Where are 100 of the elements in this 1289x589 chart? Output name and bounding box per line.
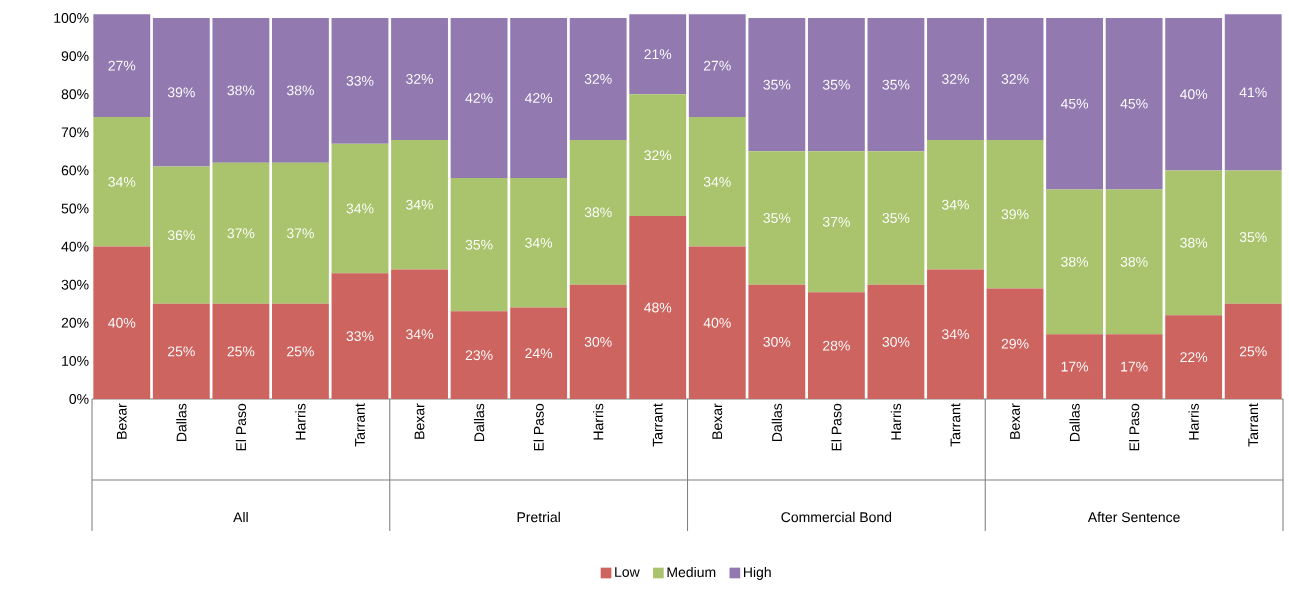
bar [272,303,329,399]
data-label: 45% [1060,98,1089,109]
text: Pretrial [517,511,560,523]
bar [807,292,865,399]
data-label: 40% [703,317,731,328]
data-label: 30% [882,336,910,347]
data-label: 32% [584,74,612,84]
bar [510,307,568,399]
bar [688,117,746,247]
data-label: 22% [1180,352,1208,363]
y-tick-label: 10% [62,355,89,366]
x-tick-label: Dallas [473,403,485,442]
bar [93,14,151,118]
bar [1105,334,1163,399]
data-label: 28% [823,340,850,351]
data-label: 40% [1179,89,1208,100]
data-label: 17% [1061,361,1089,372]
x-tick-label: Dallas [176,403,187,442]
bar [450,178,508,312]
bar [212,162,270,304]
data-label: 35% [763,213,791,223]
legend-label: Low [615,567,640,577]
bar [391,17,448,140]
bar [1224,14,1282,171]
x-tick-label: Tarrant [1248,403,1259,447]
x-tick-label: Harris [1188,403,1199,440]
bar [688,246,746,399]
data-label: 39% [167,87,195,98]
bar [1165,170,1223,316]
bar [510,17,568,179]
y-tick-label: 100% [54,13,89,23]
x-tick-label: Bexar [116,403,127,439]
bar [748,17,806,152]
bar [927,139,984,270]
bar [1046,189,1104,335]
y-tick-label: 20% [61,317,89,328]
bar [450,311,508,399]
bar [927,17,984,140]
y-tick-label: 60% [61,165,89,176]
data-label: 35% [763,79,791,90]
data-label: 37% [822,216,850,227]
bar [152,166,210,304]
bar [688,14,746,118]
bar [212,17,270,163]
data-label: 34% [406,199,434,210]
bar [569,284,627,399]
data-label: 32% [406,74,434,84]
data-label: 25% [227,346,255,357]
bar [986,17,1044,140]
data-label: 42% [524,93,553,103]
bar [569,17,627,140]
bar [986,288,1044,399]
bar [93,117,151,247]
bar [152,17,210,167]
data-label: 35% [1239,232,1267,243]
data-label: 34% [941,199,969,210]
data-label: 27% [108,60,136,71]
data-label: 35% [882,213,910,223]
x-tick-label: El Paso [831,403,842,451]
data-label: 32% [941,74,969,84]
bar [272,162,329,304]
bar [450,17,508,179]
data-label: 42% [465,93,493,103]
data-label: 30% [763,336,791,347]
data-label: 38% [1061,256,1089,267]
bar [331,17,389,144]
data-label: 25% [168,346,195,357]
bar [391,139,448,270]
data-label: 38% [1120,256,1148,267]
y-tick-label: 0% [69,394,89,404]
data-label: 38% [286,85,314,96]
bar [629,216,687,399]
x-tick-label: El Paso [533,403,544,451]
x-tick-label: Tarrant [355,403,365,447]
data-label: 34% [108,176,136,187]
bar [807,17,865,152]
x-tick-label: Harris [890,403,902,440]
x-tick-label: Dallas [1069,403,1080,442]
data-label: 34% [703,176,731,187]
data-label: 35% [822,79,850,90]
data-label: 48% [644,302,672,313]
x-tick-label: Harris [593,403,604,440]
y-tick-label: 40% [61,241,89,252]
data-label: 32% [644,150,672,161]
x-tick-label: El Paso [1128,403,1140,451]
bar [629,14,687,95]
legend-label: Medium [667,566,716,578]
data-label: 37% [286,228,314,239]
x-tick-label: Bexar [414,403,425,439]
x-tick-label: Harris [295,403,306,440]
bar [212,303,270,399]
x-tick-label: Tarrant [950,403,961,447]
legend-label: High [743,566,771,580]
bar [510,178,568,308]
bar [1224,170,1282,304]
data-label: 34% [525,237,553,248]
data-label: 25% [1239,346,1267,357]
data-label: 25% [287,346,314,357]
data-label: 35% [882,79,910,90]
bar [807,151,865,293]
